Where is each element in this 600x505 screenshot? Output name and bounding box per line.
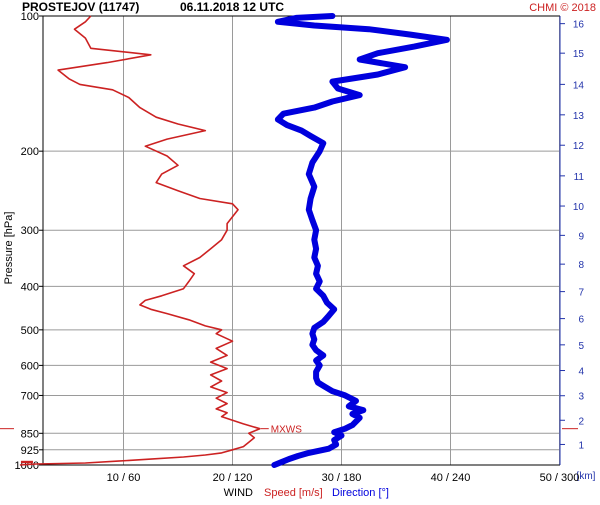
height-tick-label: 4 bbox=[578, 367, 584, 378]
wind-tick-label: 30 / 180 bbox=[322, 472, 362, 484]
height-tick-label: 1 bbox=[578, 440, 584, 451]
height-tick-label: 11 bbox=[574, 172, 585, 183]
pressure-tick-label: 700 bbox=[21, 390, 39, 402]
direction-series-line bbox=[271, 13, 450, 468]
height-tick-label: 10 bbox=[573, 202, 585, 213]
direction-axis-label: Direction [°] bbox=[332, 487, 389, 499]
mxws-label: MXWS bbox=[271, 425, 302, 436]
y-axis-title: Pressure [hPa] bbox=[3, 212, 15, 285]
height-tick-label: 9 bbox=[578, 231, 584, 242]
pressure-tick-label: 100 bbox=[21, 11, 39, 23]
pressure-tick-label: 300 bbox=[21, 225, 39, 237]
marker-layer: MXWS bbox=[0, 425, 578, 436]
height-tick-label: 6 bbox=[578, 315, 584, 326]
datetime-title: 06.11.2018 12 UTC bbox=[180, 0, 284, 14]
copyright-label: CHMI © 2018 bbox=[529, 2, 596, 14]
height-tick-label: 2 bbox=[578, 416, 584, 427]
height-tick-label: 16 bbox=[573, 20, 585, 31]
wind-tick-label: 10 / 60 bbox=[107, 472, 141, 484]
height-tick-label: 15 bbox=[573, 49, 585, 60]
pressure-tick-label: 850 bbox=[21, 428, 39, 440]
height-tick-label: 3 bbox=[578, 392, 584, 403]
wind-tick-label: 50 / 300 bbox=[540, 472, 580, 484]
speed-axis-label: Speed [m/s] bbox=[264, 487, 323, 499]
pressure-tick-label: 600 bbox=[21, 360, 39, 372]
station-title: PROSTEJOV (11747) bbox=[22, 0, 139, 14]
height-tick-label: 13 bbox=[573, 111, 585, 122]
pressure-tick-label: 200 bbox=[21, 146, 39, 158]
wind-tick-label: 40 / 240 bbox=[431, 472, 471, 484]
x-axis-title: WIND bbox=[224, 487, 253, 499]
height-tick-label: 12 bbox=[573, 141, 585, 152]
wind-tick-label: 20 / 120 bbox=[213, 472, 253, 484]
height-tick-label: 14 bbox=[573, 80, 585, 91]
height-tick-label: 7 bbox=[578, 288, 584, 299]
series-layer bbox=[19, 13, 450, 468]
height-tick-label: 8 bbox=[578, 260, 584, 271]
height-axis-unit: [km] bbox=[577, 471, 596, 482]
pressure-tick-label: 500 bbox=[21, 325, 39, 337]
grid-layer bbox=[43, 15, 560, 466]
height-tick-label: 5 bbox=[578, 341, 584, 352]
pressure-tick-label: 400 bbox=[21, 281, 39, 293]
speed-series-line bbox=[19, 15, 261, 466]
pressure-tick-label: 925 bbox=[21, 445, 39, 457]
